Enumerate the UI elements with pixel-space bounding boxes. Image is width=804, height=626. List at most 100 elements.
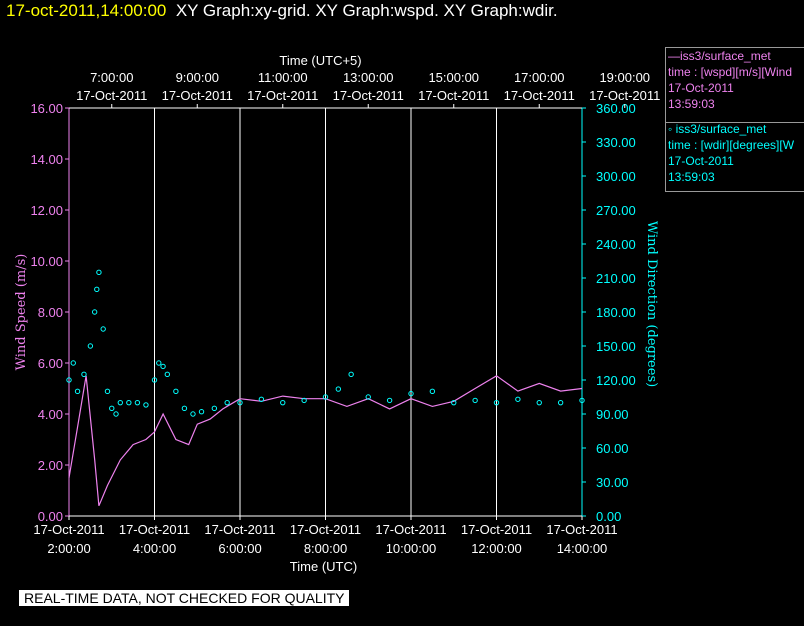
wdir-point (579, 397, 585, 404)
wdir-point (134, 399, 141, 406)
wdir-point (104, 388, 111, 395)
top-tick-date: 17-Oct-2011 (76, 88, 147, 103)
right-tick-label: 60.00 (596, 441, 629, 456)
bottom-tick-date: 17-Oct-2011 (119, 522, 190, 537)
title-timestamp: 17-oct-2011,14:00:00 (6, 1, 167, 20)
wdir-point (190, 411, 196, 417)
right-tick-label: 240.00 (596, 237, 636, 252)
wdir-point (160, 363, 166, 370)
wdir-point (211, 405, 218, 412)
bottom-tick-time: 12:00:00 (471, 541, 522, 556)
bottom-tick-time: 2:00:00 (47, 541, 90, 556)
wdir-point (280, 399, 286, 406)
left-tick-label: 10.00 (30, 254, 63, 269)
bottom-tick-date: 17-Oct-2011 (461, 522, 532, 537)
left-tick-label: 12.00 (30, 203, 63, 218)
legend-wdir: ◦ iss3/surface_met time : [wdir][degrees… (665, 121, 804, 192)
top-tick-date: 17-Oct-2011 (333, 88, 404, 103)
wdir-point (113, 411, 119, 417)
wdir-point (94, 286, 100, 293)
legend-wdir-time: 13:59:03 (668, 170, 715, 184)
right-tick-label: 150.00 (596, 339, 636, 354)
legend-wspd: —iss3/surface_met time : [wspd][m/s][Win… (665, 47, 804, 123)
wdir-point (126, 399, 132, 406)
left-tick-label: 0.00 (38, 509, 63, 524)
wdir-point (91, 309, 98, 315)
left-tick-label: 2.00 (38, 458, 63, 473)
top-tick-date: 17-Oct-2011 (162, 88, 233, 103)
wdir-point (335, 386, 342, 392)
wdir-point (348, 371, 354, 378)
title-text: XY Graph:xy-grid. XY Graph:wspd. XY Grap… (175, 1, 558, 20)
legend-wspd-name: —iss3/surface_met (668, 49, 771, 63)
wdir-point (164, 371, 171, 378)
right-tick-label: 300.00 (596, 169, 636, 184)
left-axis-label: Wind Speed (m/s) (14, 254, 29, 371)
top-tick-date: 17-Oct-2011 (418, 88, 489, 103)
right-tick-label: 0.00 (596, 509, 621, 524)
bottom-tick-time: 6:00:00 (218, 541, 261, 556)
wdir-point (117, 399, 124, 406)
wdir-point (224, 399, 230, 406)
bottom-tick-date: 17-Oct-2011 (546, 522, 617, 537)
wdir-point (109, 405, 115, 412)
wdir-point (156, 360, 162, 366)
wspd-series-line (68, 375, 583, 507)
left-tick-label: 6.00 (38, 356, 63, 371)
top-tick-time: 9:00:00 (176, 70, 219, 85)
bottom-tick-date: 17-Oct-2011 (204, 522, 275, 537)
wdir-point (429, 388, 436, 395)
bottom-axis-label: Time (UTC) (290, 559, 357, 574)
wdir-point (408, 390, 414, 397)
bottom-tick-time: 8:00:00 (304, 541, 347, 556)
top-tick-time: 7:00:00 (90, 70, 133, 85)
legend-wdir-name: ◦ iss3/surface_met (668, 122, 767, 136)
bottom-tick-date: 17-Oct-2011 (375, 522, 446, 537)
left-tick-label: 14.00 (30, 152, 63, 167)
wdir-point (66, 377, 72, 383)
wdir-point (515, 396, 521, 402)
wdir-point (198, 409, 205, 415)
right-tick-label: 270.00 (596, 203, 636, 218)
quality-disclaimer: REAL-TIME DATA, NOT CHECKED FOR QUALITY (19, 590, 350, 606)
bottom-tick-date: 17-Oct-2011 (290, 522, 361, 537)
left-tick-label: 16.00 (30, 101, 63, 116)
left-tick-label: 8.00 (38, 305, 63, 320)
right-axis-label: Wind Direction (degrees) (644, 221, 659, 387)
legend-wdir-date: 17-Oct-2011 (668, 154, 734, 168)
top-tick-date: 17-Oct-2011 (589, 88, 660, 103)
wdir-point (173, 388, 179, 395)
wdir-point (365, 394, 371, 400)
left-tick-label: 4.00 (38, 407, 63, 422)
wdir-point (87, 343, 94, 349)
right-tick-label: 330.00 (596, 135, 636, 150)
legend-wdir-desc: time : [wdir][degrees][W (668, 138, 795, 152)
wdir-point (96, 269, 102, 276)
wdir-point (100, 326, 106, 332)
right-tick-label: 180.00 (596, 305, 636, 320)
right-tick-label: 360.00 (596, 101, 636, 116)
bottom-tick-time: 10:00:00 (386, 541, 437, 556)
top-axis-label: Time (UTC+5) (279, 53, 361, 68)
bottom-tick-time: 14:00:00 (557, 541, 608, 556)
wdir-point (301, 397, 307, 404)
legend-wspd-time: 13:59:03 (668, 97, 715, 111)
wdir-point (472, 397, 478, 404)
top-tick-date: 17-Oct-2011 (247, 88, 318, 103)
wdir-point (536, 399, 542, 406)
wdir-point (74, 388, 81, 395)
wdir-point (70, 360, 76, 366)
top-tick-time: 15:00:00 (428, 70, 479, 85)
legend-wspd-desc: time : [wspd][m/s][Wind (668, 65, 793, 79)
right-tick-label: 210.00 (596, 271, 636, 286)
wdir-point (493, 399, 500, 406)
wdir-point (322, 394, 329, 400)
wdir-point (81, 371, 87, 378)
wdir-point (151, 377, 158, 383)
wdir-point (258, 396, 265, 402)
wdir-point (451, 399, 457, 406)
graph-title: 17-oct-2011,14:00:00 XY Graph:xy-grid. X… (6, 1, 558, 21)
right-tick-label: 90.00 (596, 407, 629, 422)
wdir-point (237, 399, 243, 406)
